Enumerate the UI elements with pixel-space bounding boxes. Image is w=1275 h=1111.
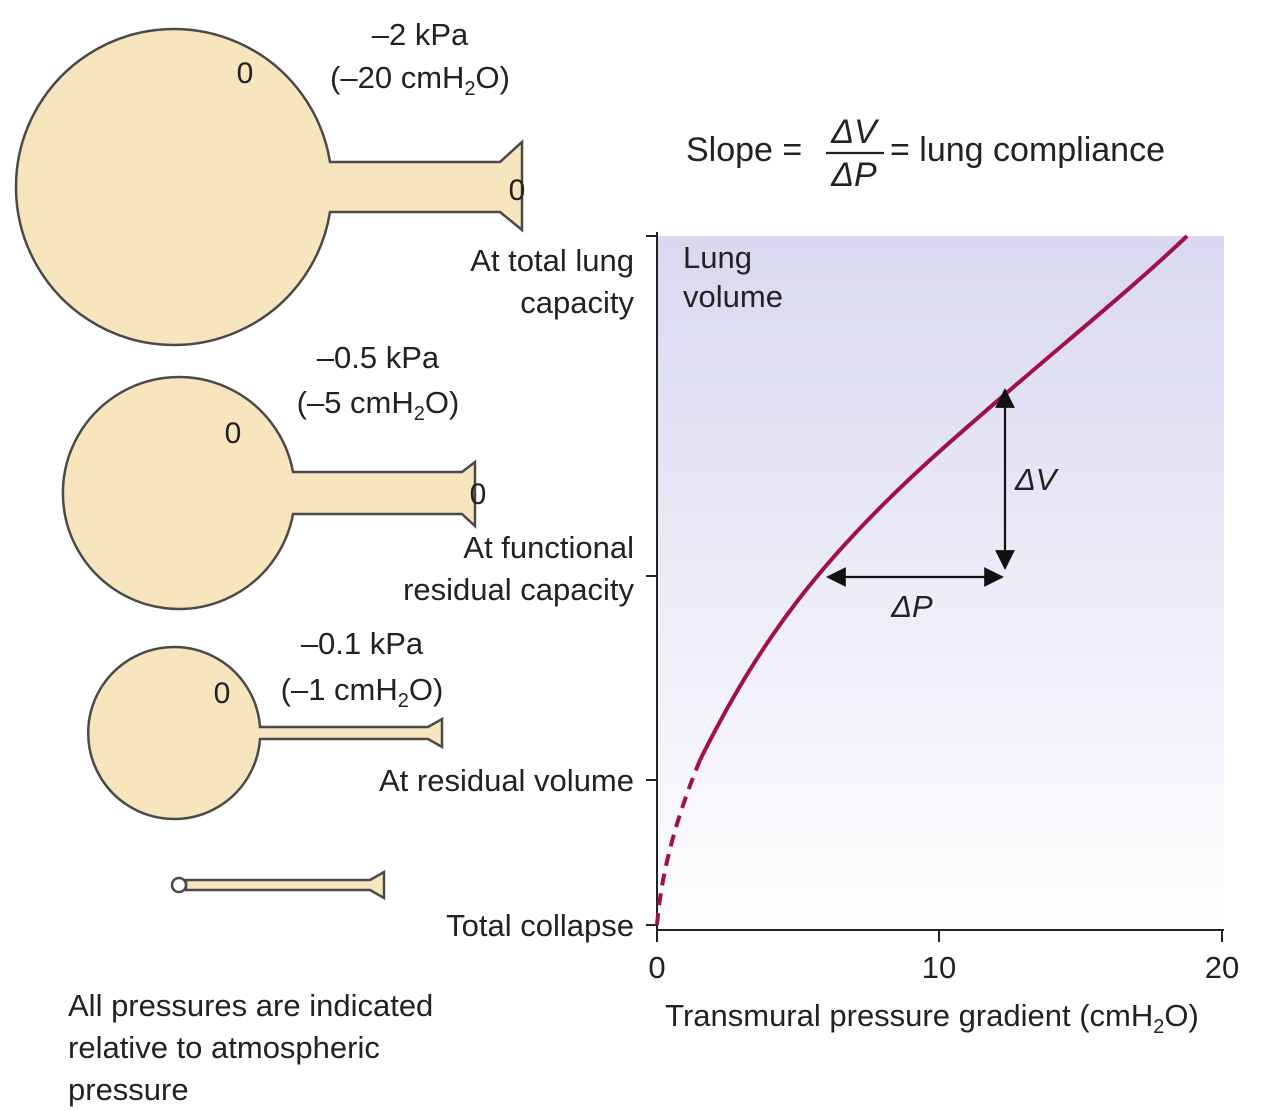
lung-residual-volume: 0 –0.1 kPa (–1 cmH2O) [87, 626, 444, 821]
pressure-footnote: All pressures are indicated relative to … [68, 988, 434, 1107]
y-label-frc-line2: residual capacity [403, 572, 634, 607]
lung-total-capacity: 0 0 –2 kPa (–20 cmH2O) [14, 17, 526, 347]
slope-equation: Slope = ΔV ΔP = lung compliance [686, 113, 1165, 194]
lung-collapsed [170, 869, 386, 901]
x-tick-label: 20 [1205, 950, 1239, 985]
slope-numerator: ΔV [830, 113, 880, 151]
plot-background [658, 236, 1224, 930]
airway-pressure-label: 0 [509, 174, 526, 207]
x-axis-title: Transmural pressure gradient (cmH2O) [665, 998, 1199, 1038]
y-axis-title-line2: volume [683, 279, 783, 314]
y-label-frc-line1: At functional [463, 530, 634, 565]
pleural-pressure-kpa: –2 kPa [372, 17, 469, 52]
lung-balloon-medium [61, 375, 477, 611]
x-tick-label: 0 [648, 950, 665, 985]
x-ticks [656, 930, 1223, 942]
y-label-collapse: Total collapse [446, 908, 634, 943]
y-label-tlc-line2: capacity [520, 285, 634, 320]
collapsed-alveolus [170, 876, 188, 894]
pleural-pressure-kpa: –0.1 kPa [301, 626, 424, 661]
y-label-rv: At residual volume [379, 763, 634, 798]
compliance-curve [698, 234, 1189, 761]
alveolar-pressure-label: 0 [237, 57, 254, 90]
alveolar-pressure-label: 0 [214, 677, 231, 710]
alveolar-pressure-label: 0 [225, 417, 242, 450]
slope-suffix: = lung compliance [890, 131, 1165, 169]
lung-balloon-large [14, 27, 524, 347]
collapsed-airway [184, 869, 386, 901]
lung-balloon-small [87, 645, 444, 821]
x-tick-label: 10 [922, 950, 956, 985]
compliance-curve-dashed [655, 759, 702, 926]
pleural-pressure-cmh2o: (–20 cmH2O) [330, 60, 510, 100]
lung-functional-residual-capacity: 0 0 –0.5 kPa (–5 cmH2O) [61, 340, 487, 611]
slope-denominator: ΔP [830, 156, 877, 194]
pleural-pressure-kpa: –0.5 kPa [317, 340, 440, 375]
pleural-pressure-cmh2o: (–1 cmH2O) [281, 672, 444, 712]
pleural-pressure-cmh2o: (–5 cmH2O) [297, 385, 460, 425]
delta-p-label: ΔP [890, 589, 933, 624]
slope-prefix: Slope = [686, 131, 802, 169]
delta-v-label: ΔV [1014, 462, 1060, 497]
y-label-tlc-line1: At total lung [470, 243, 634, 278]
y-ticks [646, 235, 657, 926]
airway-pressure-label: 0 [470, 478, 487, 511]
y-axis-title-line1: Lung [683, 240, 752, 275]
